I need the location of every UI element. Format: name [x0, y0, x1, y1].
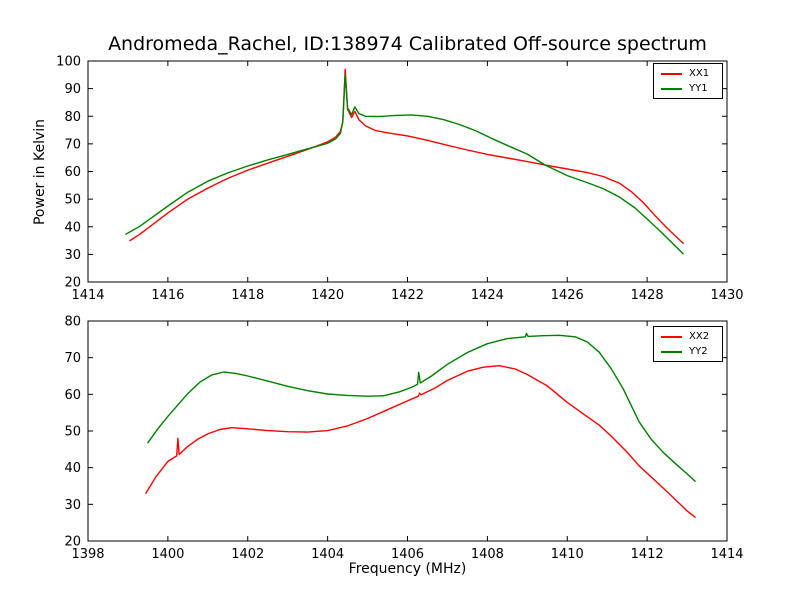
series-line-yy2 — [147, 332, 696, 482]
x-tick-label: 1408 — [471, 547, 504, 562]
y-tick-label: 50 — [64, 193, 81, 208]
bottom-chart-xlabel: Frequency (MHz) — [348, 561, 467, 577]
x-tick-label: 1414 — [71, 288, 104, 303]
y-tick-label: 60 — [64, 165, 81, 180]
legend-line-xx2 — [661, 335, 682, 338]
x-tick-label: 1418 — [231, 288, 264, 303]
series-line-yy1 — [125, 74, 684, 255]
y-tick-label: 30 — [64, 248, 81, 263]
figure-title: Andromeda_Rachel, ID:138974 Calibrated O… — [108, 33, 707, 55]
y-tick-label: 40 — [64, 220, 81, 235]
legend-line-yy2 — [661, 350, 682, 353]
x-tick-label: 1426 — [551, 288, 584, 303]
legend-label: YY2 — [689, 346, 708, 357]
x-tick-label: 1414 — [710, 547, 743, 562]
y-tick-label: 90 — [64, 82, 81, 97]
x-tick-label: 1410 — [551, 547, 584, 562]
legend-item: YY1 — [661, 83, 717, 94]
x-tick-label: 1412 — [631, 547, 664, 562]
x-tick-label: 1430 — [710, 288, 743, 303]
x-tick-label: 1422 — [391, 288, 424, 303]
legend-line-xx1 — [661, 72, 682, 75]
y-tick-label: 30 — [64, 498, 81, 513]
y-tick-label: 20 — [64, 535, 81, 550]
legend-item: XX1 — [661, 68, 717, 79]
top-chart-legend: XX1 YY1 — [653, 63, 723, 99]
x-tick-label: 1400 — [151, 547, 184, 562]
series-line-xx2 — [145, 365, 696, 518]
axes-border — [87, 60, 728, 283]
axes-border — [87, 320, 728, 542]
x-tick-label: 1424 — [471, 288, 504, 303]
x-tick-label: 1398 — [71, 547, 104, 562]
x-tick-label: 1402 — [231, 547, 264, 562]
legend-label: XX1 — [689, 68, 710, 79]
series-line-xx1 — [129, 68, 684, 245]
legend-item: XX2 — [661, 331, 717, 342]
y-tick-label: 80 — [64, 110, 81, 125]
x-tick-label: 1406 — [391, 547, 424, 562]
legend-label: YY1 — [689, 83, 708, 94]
y-tick-label: 70 — [64, 137, 81, 152]
y-tick-label: 60 — [64, 388, 81, 403]
legend-item: YY2 — [661, 346, 717, 357]
bottom-chart-legend: XX2 YY2 — [653, 326, 723, 362]
legend-label: XX2 — [689, 331, 710, 342]
x-tick-label: 1416 — [151, 288, 184, 303]
x-tick-label: 1420 — [311, 288, 344, 303]
y-tick-label: 70 — [64, 351, 81, 366]
legend-line-yy1 — [661, 87, 682, 90]
y-tick-label: 100 — [56, 55, 81, 70]
x-tick-label: 1404 — [311, 547, 344, 562]
x-tick-label: 1428 — [631, 288, 664, 303]
y-tick-label: 50 — [64, 425, 81, 440]
y-tick-label: 80 — [64, 315, 81, 330]
y-tick-label: 40 — [64, 461, 81, 476]
y-tick-label: 20 — [64, 276, 81, 291]
